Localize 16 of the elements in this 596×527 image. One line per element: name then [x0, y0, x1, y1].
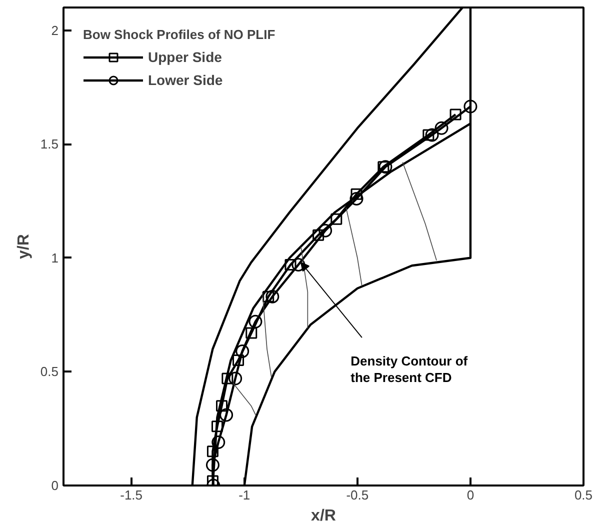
y-tick-label: 1.5 [40, 136, 59, 152]
legend-title: Bow Shock Profiles of NO PLIF [83, 27, 276, 42]
legend-label: Upper Side [148, 49, 222, 65]
x-tick-label: 0.5 [574, 488, 593, 502]
y-tick-label: 2 [51, 22, 59, 38]
x-axis-title: x/R [311, 508, 336, 524]
annotation: Density Contour of the Present CFD [350, 353, 468, 385]
y-tick-label: 0.5 [40, 364, 59, 380]
x-tick-label: -1.5 [120, 488, 143, 502]
x-tick-label: 0 [466, 488, 474, 502]
x-tick-label: -1 [238, 488, 250, 502]
legend-label: Lower Side [148, 72, 223, 88]
y-tick-label: 0 [51, 478, 59, 493]
y-axis-title: y/R [15, 234, 32, 259]
x-tick-label: -0.5 [346, 488, 369, 502]
y-tick-label: 1 [51, 250, 59, 266]
